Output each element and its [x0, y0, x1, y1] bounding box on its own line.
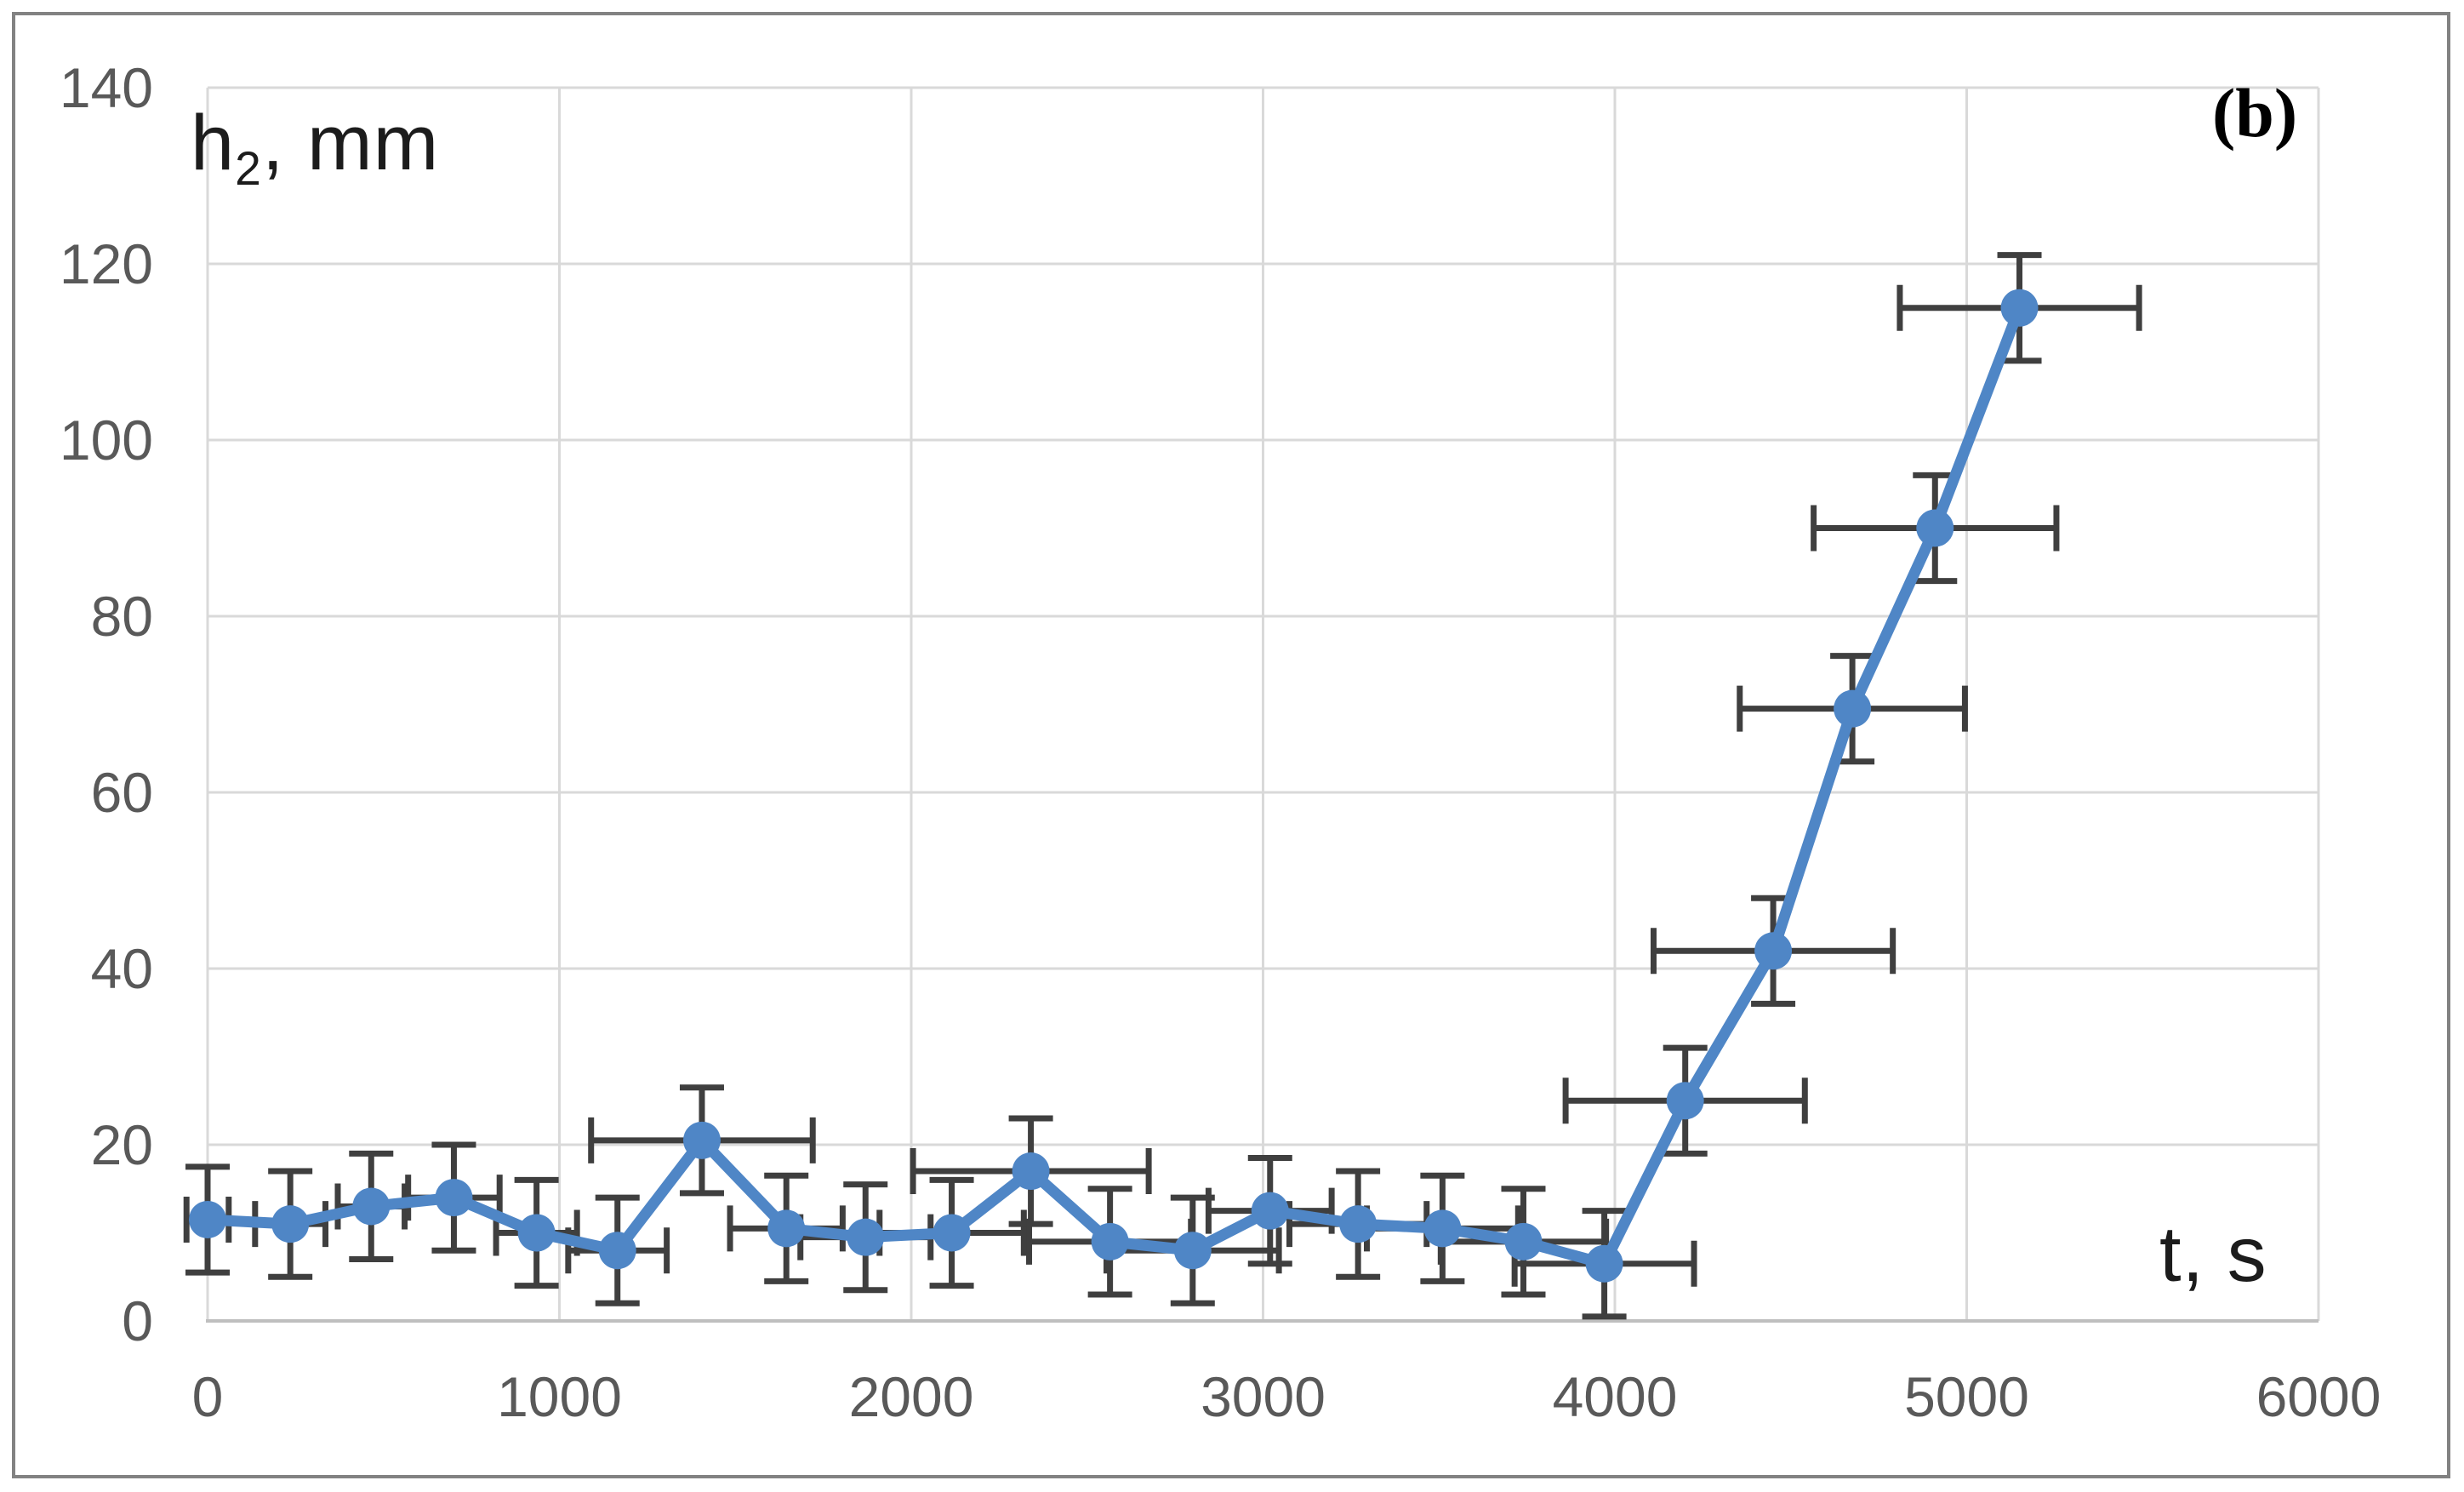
data-point-marker	[1091, 1222, 1129, 1260]
data-point-marker	[598, 1232, 636, 1270]
x-tick-label: 0	[192, 1365, 224, 1428]
data-point-marker	[933, 1214, 971, 1252]
y-tick-label: 40	[91, 937, 153, 1000]
y-axis-title-base: h	[191, 100, 236, 186]
x-tick-label: 1000	[497, 1365, 622, 1428]
data-point-marker	[352, 1187, 391, 1226]
y-tick-label: 20	[91, 1113, 153, 1176]
data-point-marker	[1504, 1222, 1543, 1260]
x-tick-label: 6000	[2256, 1365, 2381, 1428]
y-tick-label: 60	[91, 761, 153, 824]
y-axis-title: h2, mm	[191, 104, 439, 192]
data-point-marker	[189, 1200, 226, 1238]
y-tick-label: 120	[60, 232, 153, 295]
x-tick-label: 3000	[1201, 1365, 1326, 1428]
data-point-marker	[1012, 1152, 1050, 1191]
data-point-marker	[767, 1209, 806, 1248]
y-tick-label: 80	[91, 585, 153, 648]
y-tick-label: 0	[122, 1289, 153, 1352]
data-point-marker	[435, 1179, 473, 1217]
y-tick-label: 140	[60, 56, 153, 119]
data-line	[202, 302, 2026, 1270]
data-point-marker	[1754, 932, 1793, 970]
data-point-marker	[682, 1121, 721, 1159]
panel-label: (b)	[2212, 74, 2298, 151]
data-point-marker	[1834, 689, 1872, 728]
data-point-marker	[847, 1218, 885, 1256]
x-tick-label: 4000	[1553, 1365, 1678, 1428]
x-tick-label: 2000	[849, 1365, 974, 1428]
y-axis-title-subscript: 2	[235, 142, 262, 195]
data-point-marker	[271, 1205, 310, 1243]
data-point-marker	[2000, 289, 2039, 327]
figure-border	[12, 12, 2450, 1478]
data-point-marker	[1585, 1244, 1623, 1283]
data-point-marker	[1173, 1232, 1212, 1270]
data-point-marker	[1251, 1192, 1289, 1230]
x-tick-label: 5000	[1904, 1365, 2029, 1428]
data-point-marker	[1423, 1209, 1462, 1248]
data-point-marker	[1339, 1205, 1377, 1243]
y-axis-title-units: , mm	[261, 100, 440, 186]
data-point-marker	[517, 1214, 556, 1252]
y-tick-label: 100	[60, 409, 153, 472]
data-point-marker	[1666, 1082, 1704, 1120]
data-point-marker	[1916, 509, 1954, 547]
x-axis-title: t, s	[2159, 1211, 2267, 1298]
